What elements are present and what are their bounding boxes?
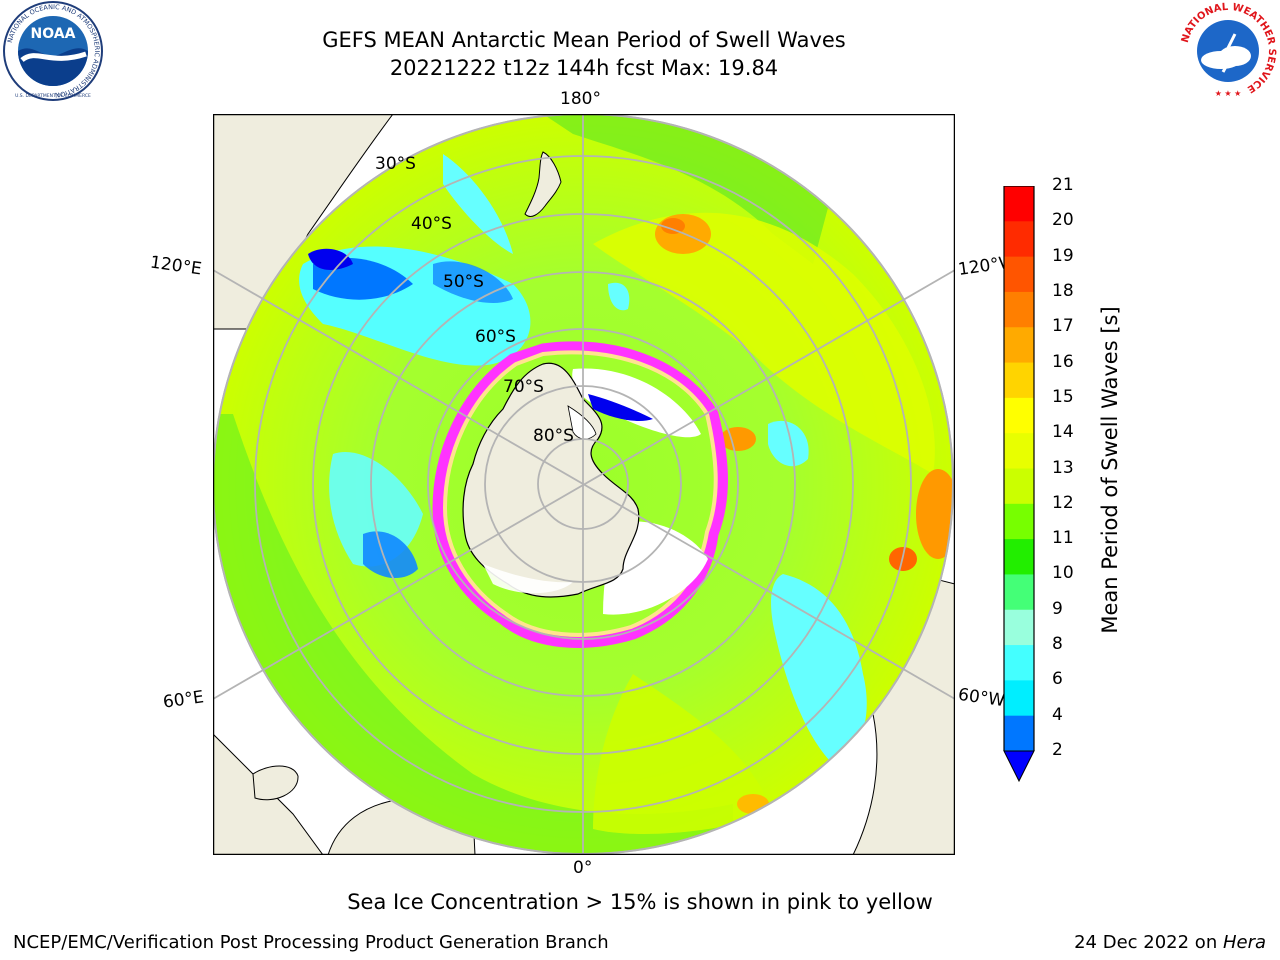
colorbar-tick-label: 11 <box>1052 528 1074 549</box>
colorbar-tick-label: 9 <box>1052 598 1063 619</box>
colorbar-segment <box>1004 539 1034 575</box>
colorbar-segment <box>1004 715 1034 752</box>
lon-label-0: 0° <box>573 858 593 878</box>
lon-label-120e: 120°E <box>148 252 203 280</box>
footer-machine: Hera <box>1222 932 1266 953</box>
lat-label-70s: 70°S <box>503 377 544 397</box>
colorbar-segment <box>1004 503 1034 540</box>
colorbar-segment <box>1004 574 1034 611</box>
latitude-labels: 30°S 40°S 50°S 60°S 70°S 80°S <box>375 154 574 446</box>
antarctic-map: 30°S 40°S 50°S 60°S 70°S 80°S <box>213 114 955 855</box>
noaa-sub-text: U.S. DEPARTMENT OF COMMERCE <box>15 93 91 99</box>
map-title: GEFS MEAN Antarctic Mean Period of Swell… <box>322 28 846 52</box>
colorbar-tick-label: 8 <box>1052 634 1063 655</box>
colorbar-segment <box>1004 680 1034 717</box>
footer-date: 24 Dec 2022 on Hera <box>1074 932 1266 953</box>
colorbar-segment <box>1004 609 1034 646</box>
colorbar-segment <box>1004 291 1034 328</box>
noaa-logo-text: NOAA <box>31 26 76 42</box>
colorbar-tick-label: 17 <box>1052 316 1074 337</box>
colorbar-tick-label: 12 <box>1052 492 1074 513</box>
colorbar-segment <box>1004 397 1034 434</box>
lat-label-60s: 60°S <box>475 327 516 347</box>
colorbar-segment <box>1004 362 1034 399</box>
colorbar-tick-label: 10 <box>1052 563 1074 584</box>
nws-logo: NATIONAL WEATHER SERVICE ★ ★ ★ <box>1177 0 1279 106</box>
colorbar-tick-label: 19 <box>1052 245 1074 266</box>
colorbar-under-arrow <box>1003 750 1035 783</box>
lon-label-60e: 60°E <box>161 687 206 713</box>
colorbar-tick-label: 13 <box>1052 457 1074 478</box>
colorbar-segment <box>1004 433 1034 469</box>
colorbar-tick-label: 4 <box>1052 704 1063 725</box>
colorbar-tick-label: 14 <box>1052 422 1074 443</box>
colorbar-label: Mean Period of Swell Waves [s] <box>1098 306 1122 634</box>
colorbar-segment <box>1004 468 1034 505</box>
colorbar-tick-label: 16 <box>1052 351 1074 372</box>
lon-label-60w: 60°W <box>956 684 1007 712</box>
map-subtitle: 20221222 t12z 144h fcst Max: 19.84 <box>389 56 779 80</box>
lat-label-50s: 50°S <box>443 272 484 292</box>
colorbar-segment <box>1004 186 1034 222</box>
colorbar-segment <box>1004 327 1034 364</box>
footer-date-text: 24 Dec 2022 on <box>1074 932 1223 953</box>
footer-credit: NCEP/EMC/Verification Post Processing Pr… <box>13 932 609 953</box>
svg-text:★ ★ ★: ★ ★ ★ <box>1215 89 1242 98</box>
lon-label-180: 180° <box>560 89 601 109</box>
colorbar <box>1000 185 1046 786</box>
colorbar-tick-label: 15 <box>1052 386 1074 407</box>
colorbar-segment <box>1004 221 1034 258</box>
colorbar-tick-label: 2 <box>1052 740 1063 760</box>
sea-ice-caption: Sea Ice Concentration > 15% is shown in … <box>347 890 933 914</box>
noaa-logo: NATIONAL OCEANIC AND ATMOSPHERIC ADMINIS… <box>2 0 104 106</box>
new-zealand <box>524 151 562 217</box>
colorbar-tick-label: 6 <box>1052 669 1063 690</box>
colorbar-segment <box>1004 256 1034 293</box>
lat-label-30s: 30°S <box>375 154 416 174</box>
lat-label-80s: 80°S <box>533 426 574 446</box>
colorbar-tick-label: 20 <box>1052 210 1074 231</box>
lat-label-40s: 40°S <box>411 214 452 234</box>
colorbar-tick-label: 21 <box>1052 175 1074 195</box>
colorbar-tick-label: 18 <box>1052 280 1074 301</box>
colorbar-segment <box>1004 645 1034 681</box>
